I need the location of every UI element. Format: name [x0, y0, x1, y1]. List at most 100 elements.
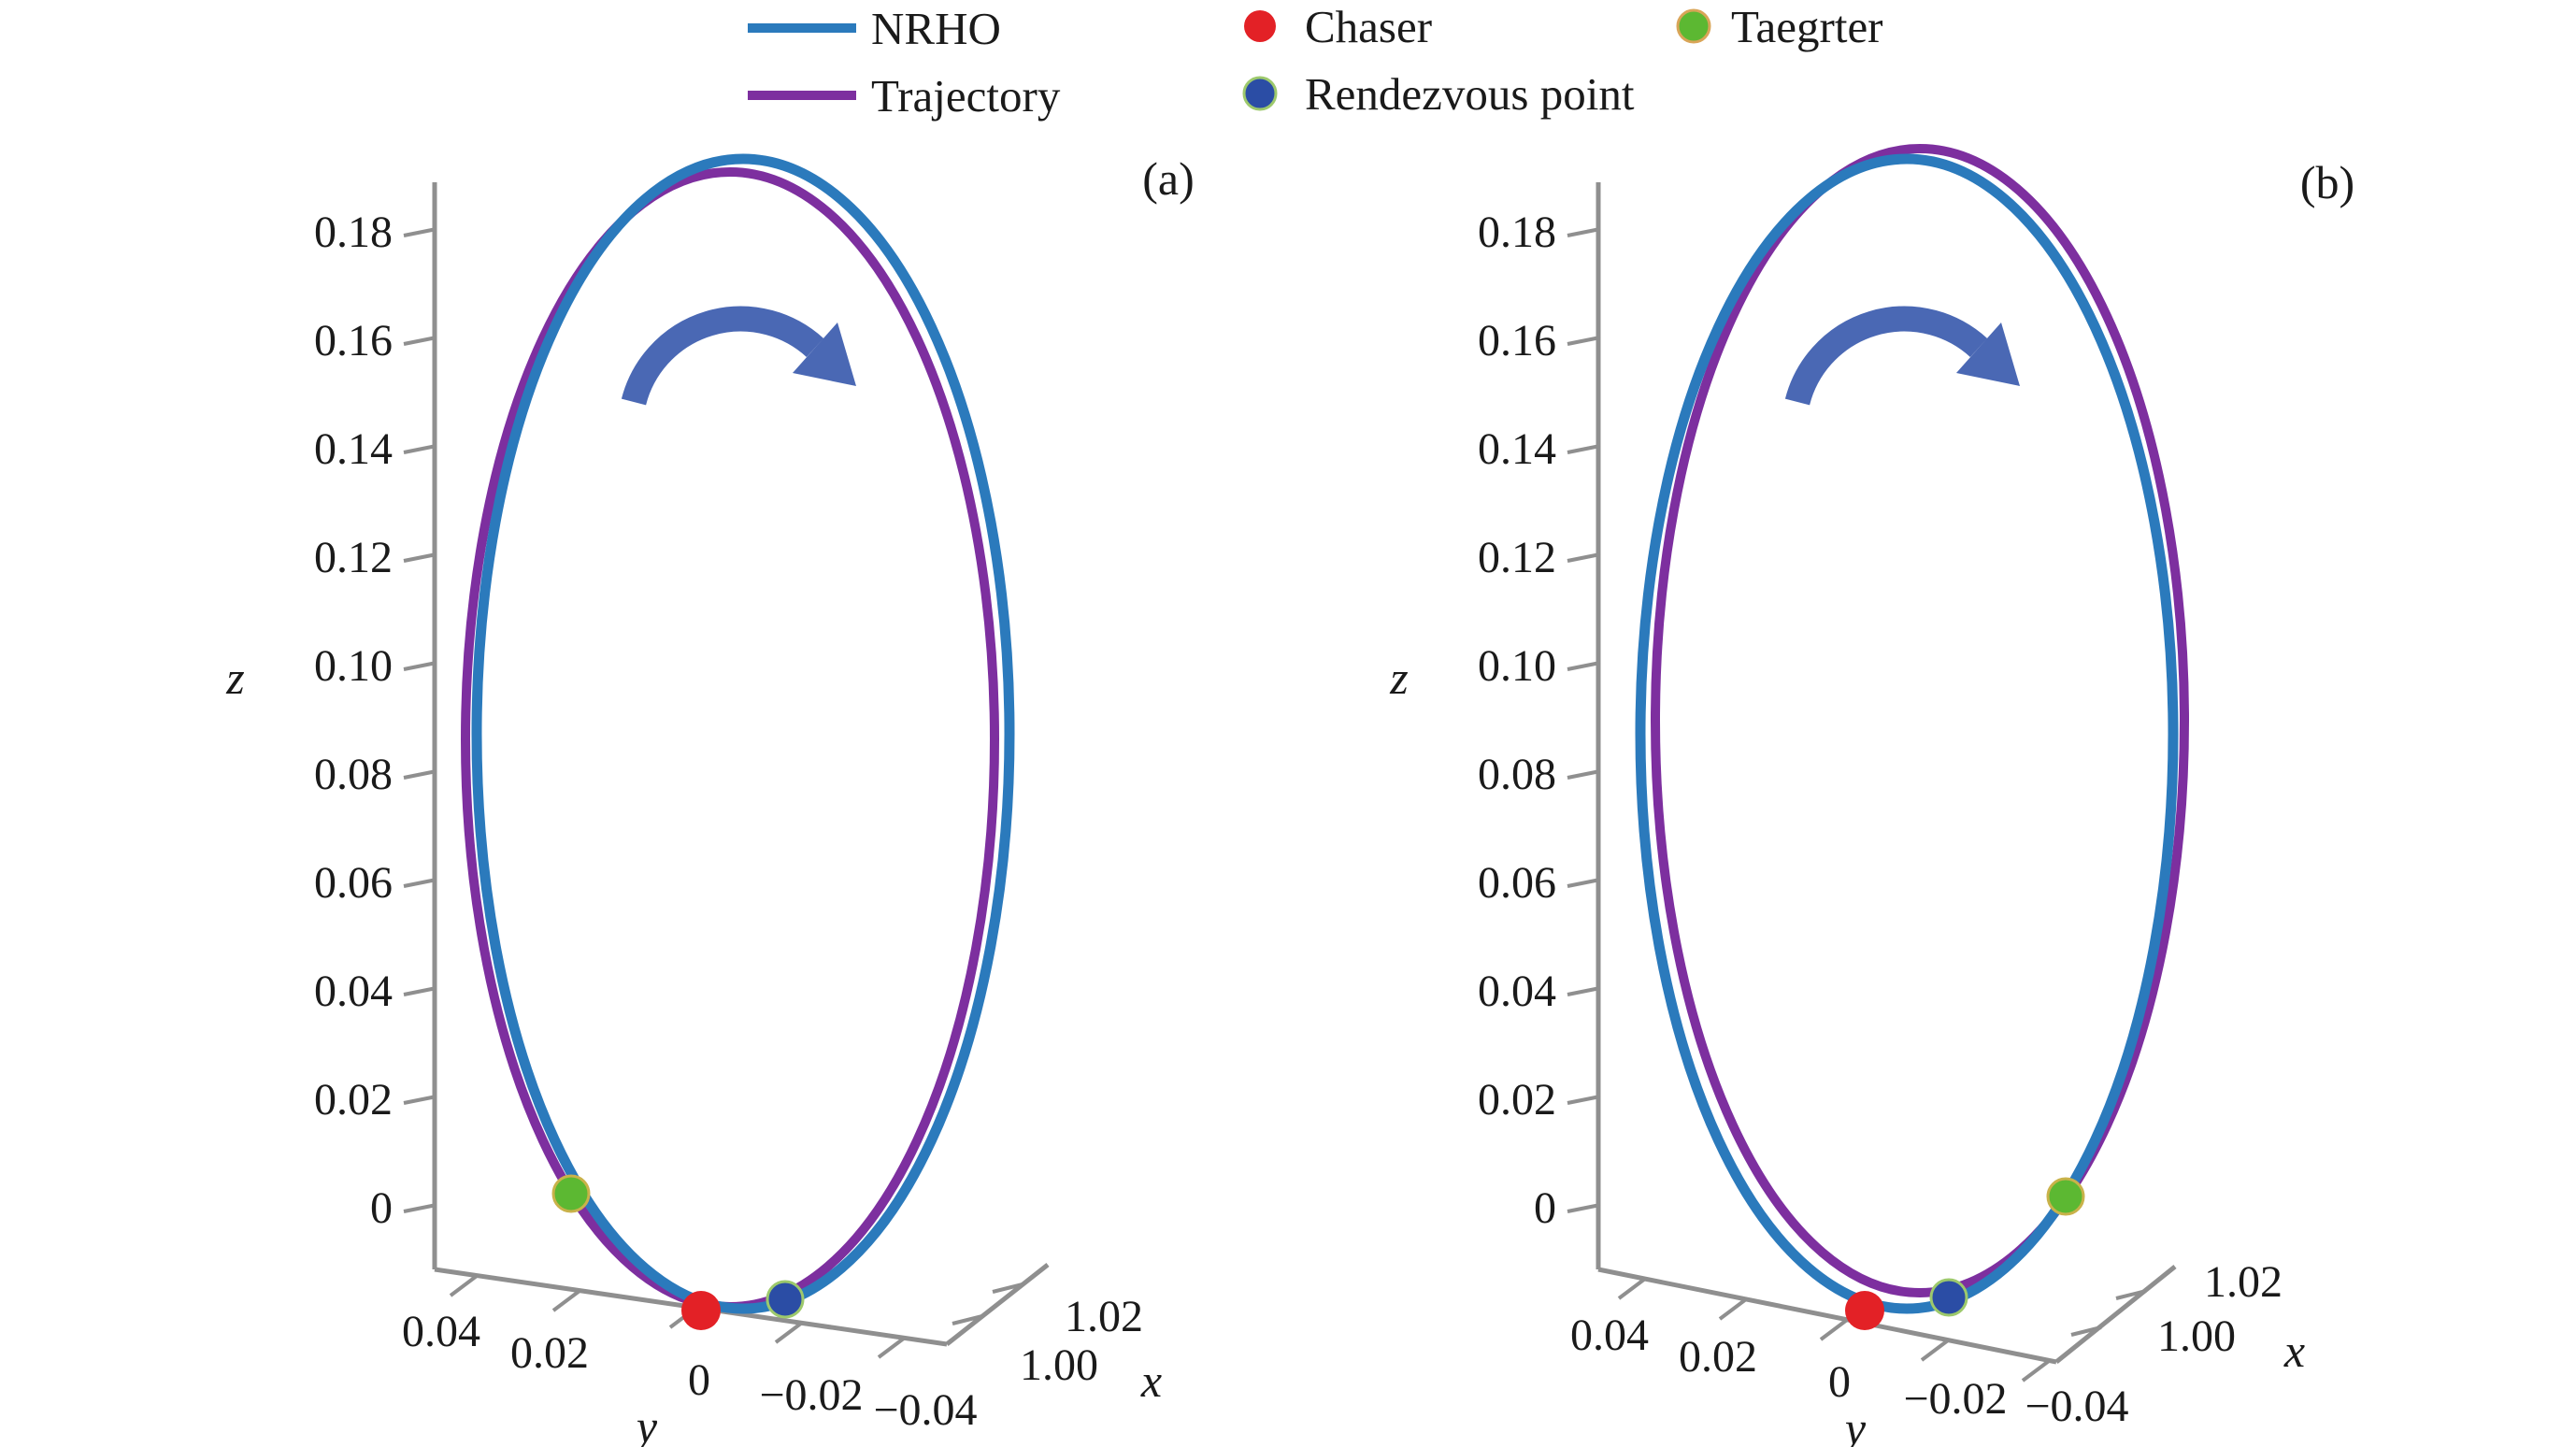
direction-arrow: [1784, 306, 2020, 406]
y-tick-mark: [1819, 1318, 1849, 1341]
z-tick-label: 0.04: [1478, 967, 1556, 1016]
x-tick-label: 1.02: [2204, 1257, 2283, 1307]
z-tick-mark: [403, 986, 437, 996]
x-tick-mark: [992, 1282, 1023, 1294]
y-tick-mark: [2021, 1359, 2051, 1383]
z-tick-mark: [1567, 1203, 1601, 1213]
z-tick-mark: [1567, 336, 1601, 346]
trajectory-curve: [1651, 144, 2189, 1297]
z-tick-mark: [403, 444, 437, 454]
target-legend-dot: [1676, 8, 1711, 44]
z-tick-label: 0.18: [314, 208, 393, 257]
z-tick-mark: [1567, 878, 1601, 888]
z-tick-mark: [403, 336, 437, 346]
x-tick-label: 1.00: [1020, 1340, 1098, 1390]
z-tick-label: 0: [1534, 1183, 1556, 1233]
y-tick-label: −0.04: [2025, 1382, 2128, 1431]
direction-arrow: [621, 306, 856, 406]
y-tick-label: 0: [688, 1355, 710, 1405]
y-tick-mark: [551, 1289, 581, 1312]
y-axis-label: y: [632, 1400, 658, 1447]
z-tick-mark: [1567, 986, 1601, 996]
z-axis-tick-labels: 0.18 0.16 0.14 0.12 0.10 0.08 0.06 0.04 …: [314, 208, 393, 1233]
y-tick-label: −0.04: [873, 1385, 977, 1435]
z-tick-mark: [1567, 661, 1601, 671]
legend-label-chaser: Chaser: [1305, 1, 1432, 52]
y-tick-mark: [774, 1321, 804, 1344]
y-axis-label: y: [1840, 1402, 1867, 1447]
chaser-legend-dot: [1244, 10, 1276, 42]
x-tick-mark: [2115, 1289, 2147, 1300]
x-axis-label: x: [1140, 1354, 1162, 1407]
x-tick-mark: [2070, 1325, 2102, 1337]
z-tick-label: 0.02: [314, 1075, 393, 1125]
z-axis-ticks: [1567, 227, 1601, 1213]
z-tick-mark: [403, 878, 437, 888]
z-axis-tick-labels: 0.18 0.16 0.14 0.12 0.10 0.08 0.06 0.04 …: [1478, 208, 1556, 1233]
z-axis-ticks: [403, 227, 437, 1213]
nrho-orbit-curve: [471, 153, 1015, 1314]
y-axis-tick-labels: 0.04 0.02 0 −0.02 −0.04: [1570, 1311, 2129, 1431]
x-tick-label: 1.00: [2157, 1311, 2236, 1361]
y-tick-label: 0.02: [510, 1328, 589, 1378]
z-tick-mark: [1567, 769, 1601, 780]
z-tick-label: 0.08: [314, 750, 393, 799]
y-tick-label: 0.02: [1679, 1332, 1757, 1382]
z-tick-label: 0: [370, 1183, 393, 1233]
panel-a: (a) 0.18 0.16 0.14 0.12 0.10 0.08 0.06 0…: [225, 152, 1194, 1447]
y-tick-mark: [449, 1274, 479, 1297]
y-tick-label: −0.02: [759, 1370, 863, 1420]
z-tick-label: 0.04: [314, 967, 393, 1016]
legend-label-nrho: NRHO: [871, 3, 1001, 54]
y-tick-label: 0.04: [402, 1307, 480, 1356]
y-tick-mark: [1920, 1339, 1950, 1362]
target-marker: [2046, 1177, 2085, 1216]
z-tick-mark: [403, 1203, 437, 1213]
x-axis-ticks: [2070, 1289, 2147, 1337]
panel-a-tag: (a): [1142, 152, 1195, 205]
direction-arrow-arc: [1784, 306, 1988, 406]
y-tick-mark: [877, 1336, 907, 1359]
target-marker: [551, 1174, 591, 1213]
x-tick-label: 1.02: [1065, 1292, 1143, 1341]
z-tick-label: 0.02: [1478, 1075, 1556, 1125]
chaser-marker: [681, 1291, 721, 1330]
z-tick-label: 0.12: [314, 533, 393, 582]
y-tick-label: 0.04: [1570, 1311, 1649, 1360]
rendezvous-legend-dot: [1242, 76, 1278, 111]
z-tick-mark: [403, 1095, 437, 1105]
z-tick-mark: [403, 661, 437, 671]
z-tick-label: 0.14: [1478, 424, 1556, 474]
direction-arrow-head: [1956, 322, 2020, 386]
legend-label-target: Taegrter: [1731, 1, 1883, 52]
z-tick-label: 0.18: [1478, 208, 1556, 257]
panel-b: (b) 0.18 0.16 0.14 0.12 0.10 0.08 0.06 0…: [1389, 144, 2354, 1447]
z-tick-label: 0.10: [1478, 641, 1556, 691]
z-tick-label: 0.16: [1478, 316, 1556, 365]
x-axis-line: [945, 1263, 1050, 1346]
z-tick-mark: [403, 227, 437, 237]
y-tick-mark: [1617, 1277, 1647, 1300]
x-axis-line: [2054, 1265, 2177, 1364]
y-tick-label: 0: [1828, 1357, 1851, 1407]
z-tick-label: 0.08: [1478, 750, 1556, 799]
direction-arrow-arc: [621, 306, 824, 406]
panel-b-tag: (b): [2300, 156, 2354, 208]
z-tick-label: 0.14: [314, 424, 393, 474]
z-tick-mark: [1567, 552, 1601, 563]
z-tick-label: 0.06: [1478, 858, 1556, 908]
z-tick-label: 0.16: [314, 316, 393, 365]
legend-label-rendezvous: Rendezvous point: [1305, 68, 1635, 120]
legend: NRHO Trajectory Chaser Rendezvous point …: [748, 1, 1883, 122]
rendezvous-marker: [1929, 1278, 1968, 1317]
y-axis-tick-labels: 0.04 0.02 0 −0.02 −0.04: [402, 1307, 978, 1435]
x-tick-mark: [952, 1314, 983, 1325]
z-tick-mark: [403, 769, 437, 780]
z-axis-label: z: [225, 652, 244, 704]
y-axis-ticks: [1617, 1277, 2051, 1383]
chaser-marker: [1845, 1291, 1884, 1330]
y-axis-line: [1597, 1267, 2057, 1365]
x-axis-ticks: [952, 1282, 1023, 1325]
